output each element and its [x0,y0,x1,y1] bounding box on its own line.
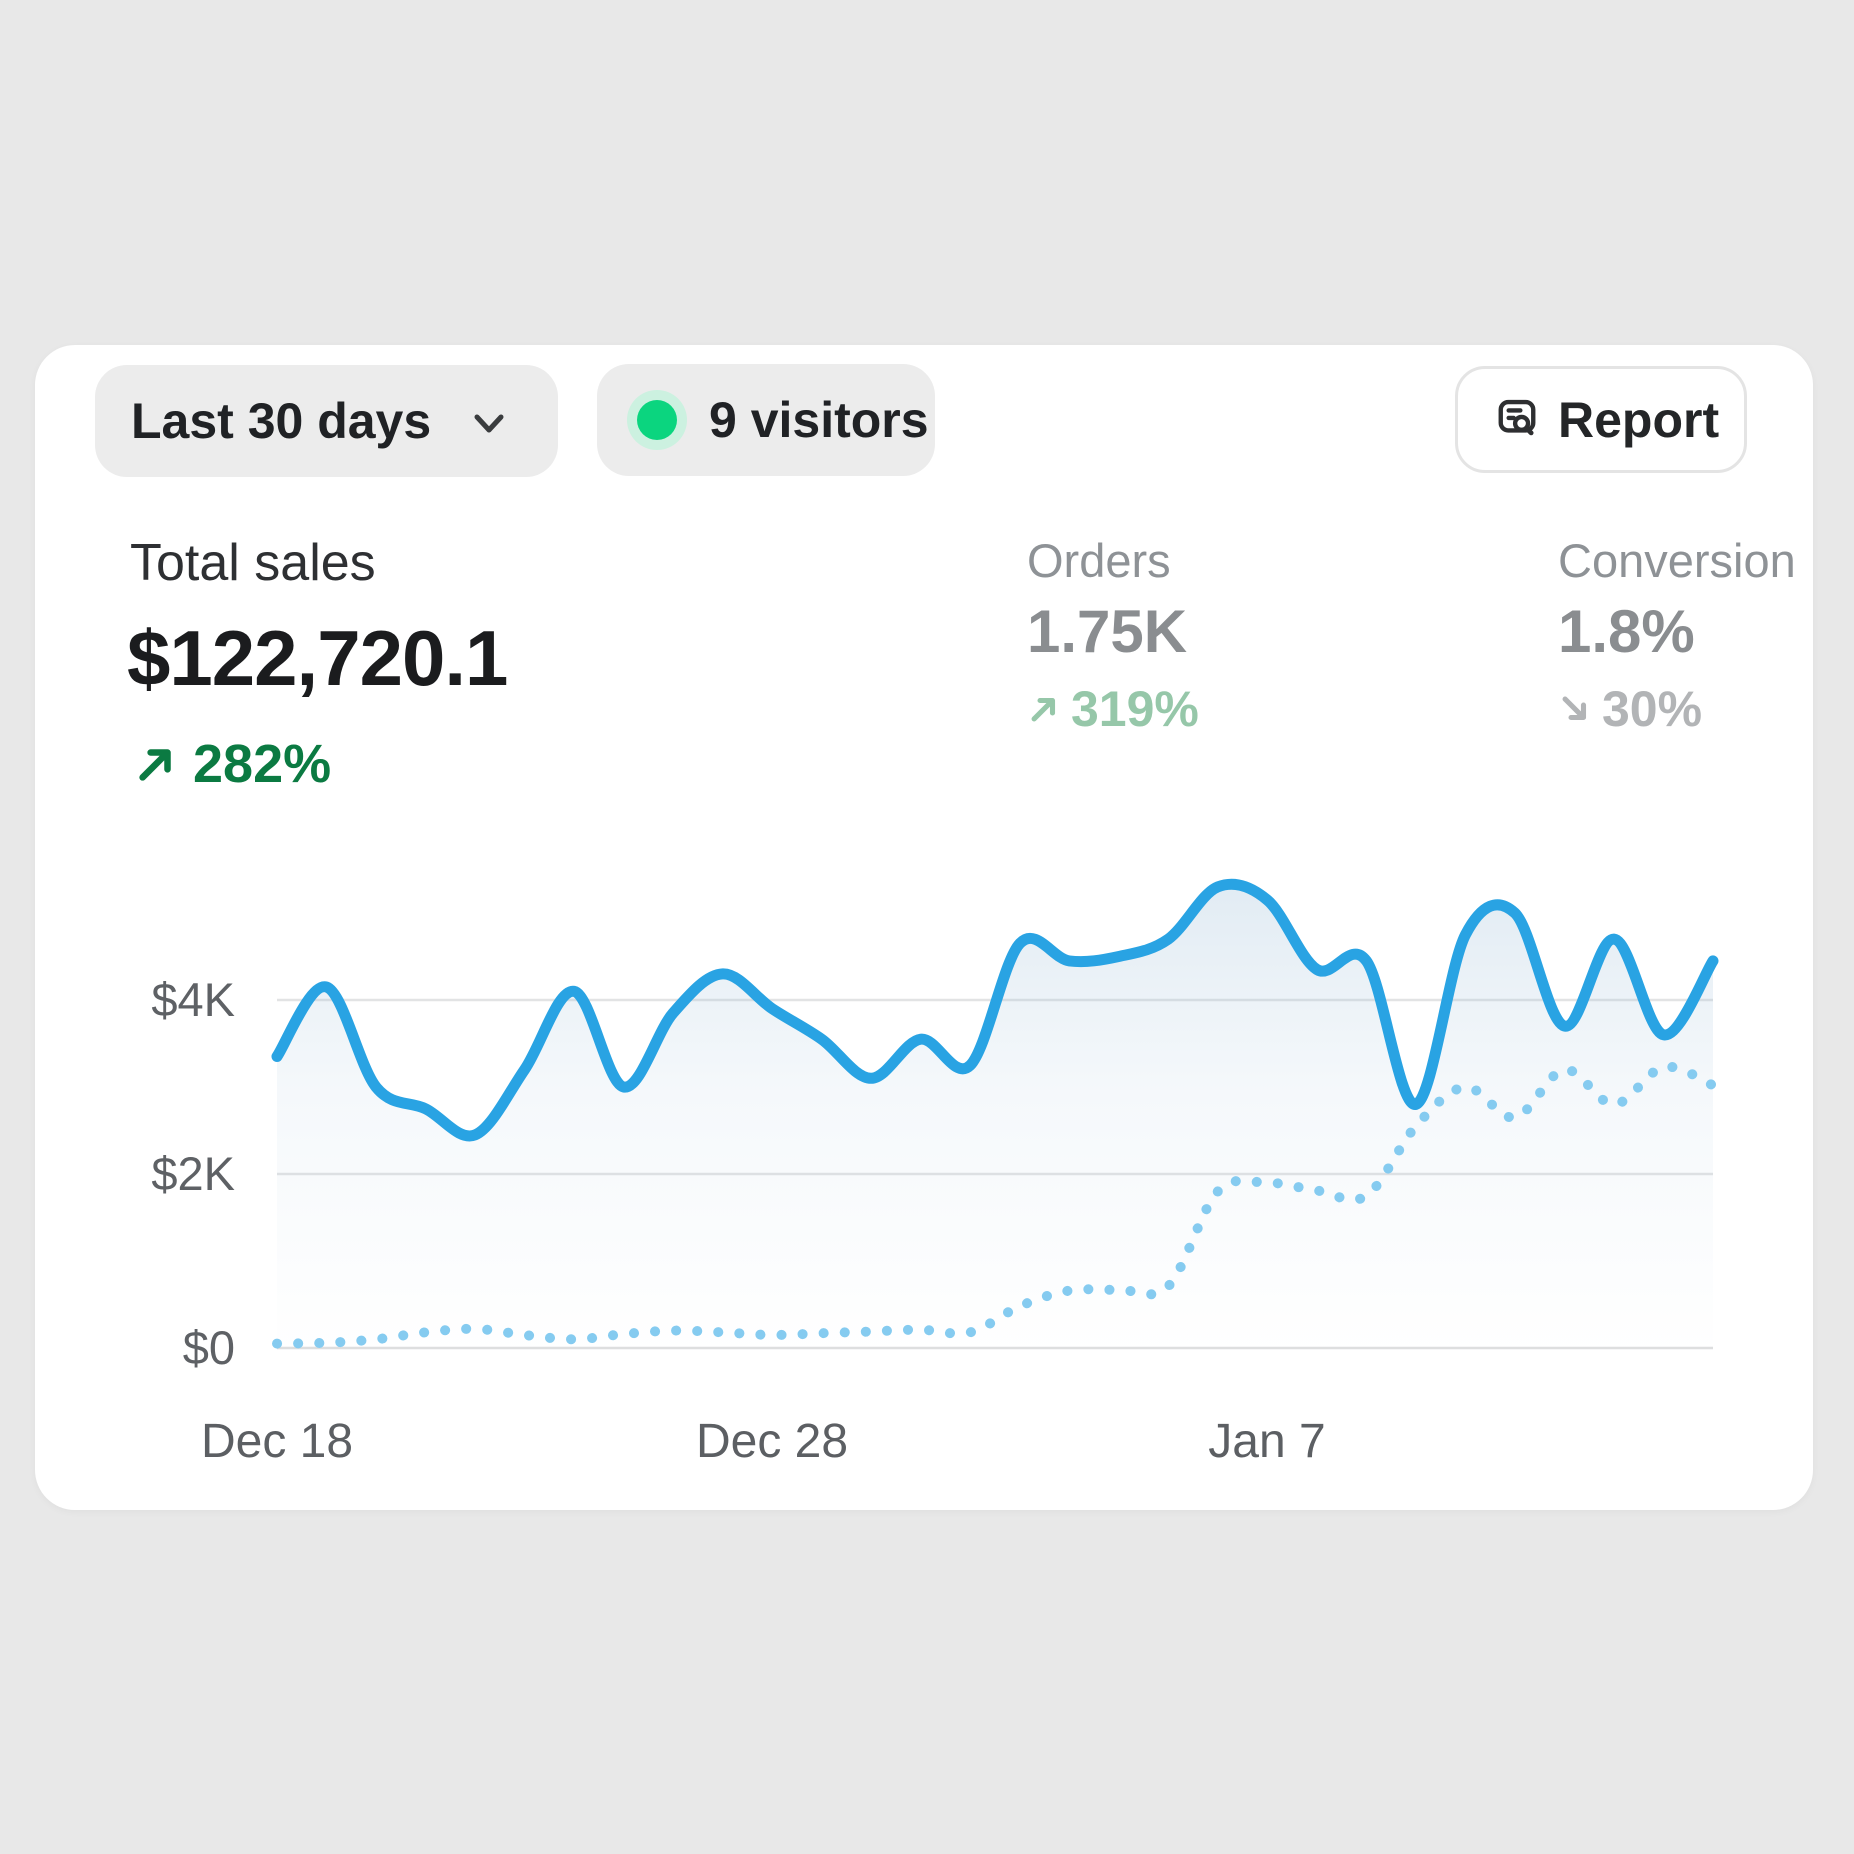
x-axis-tick-dec28: Dec 28 [695,1415,849,1468]
chevron-down-icon [474,414,504,433]
chart-series [271,878,1719,1349]
conversion-change: 30% [1558,680,1813,738]
x-axis-tick-jan7: Jan 7 [1208,1415,1326,1468]
sales-line-chart[interactable] [35,345,1813,1510]
total-sales-change: 282% [133,733,331,795]
orders-value: 1.75K [1027,598,1188,665]
total-sales-value: $122,720.1 [127,614,508,702]
orders-change-label: 319% [1071,681,1199,737]
conversion-label: Conversion [1558,534,1796,587]
current-period-line [271,878,1719,1142]
trend-down-icon [1562,696,1587,721]
total-sales-change-label: 282% [193,734,332,794]
live-status-dot-icon [637,400,677,440]
live-visitors-label: 9 visitors [709,392,929,448]
sales-area-fill [277,884,1713,1348]
report-icon [1498,399,1536,435]
report-button[interactable]: Report [1455,366,1747,473]
y-axis-tick-2k: $2K [151,1147,235,1200]
analytics-card: Last 30 days 9 visitors Report Total sal… [35,345,1813,1510]
orders-metric[interactable]: Orders 1.75K 319% [1027,533,1427,738]
report-button-label: Report [1558,391,1720,448]
x-axis-tick-dec18: Dec 18 [200,1415,354,1468]
orders-change: 319% [1027,680,1427,738]
conversion-metric[interactable]: Conversion 1.8% 30% [1558,533,1813,738]
conversion-value: 1.8% [1558,598,1695,665]
date-range-label: Last 30 days [131,393,432,449]
total-sales-label: Total sales [130,534,376,592]
trend-up-icon [1031,697,1056,722]
y-axis-tick-0: $0 [182,1321,235,1374]
date-range-button[interactable]: Last 30 days [95,365,558,477]
trend-up-icon [139,749,171,781]
y-axis-tick-4k: $4K [151,973,235,1026]
orders-label: Orders [1027,534,1171,587]
conversion-change-label: 30% [1602,681,1703,737]
live-visitors-badge[interactable]: 9 visitors [597,364,935,476]
previous-period-line [272,1061,1718,1349]
